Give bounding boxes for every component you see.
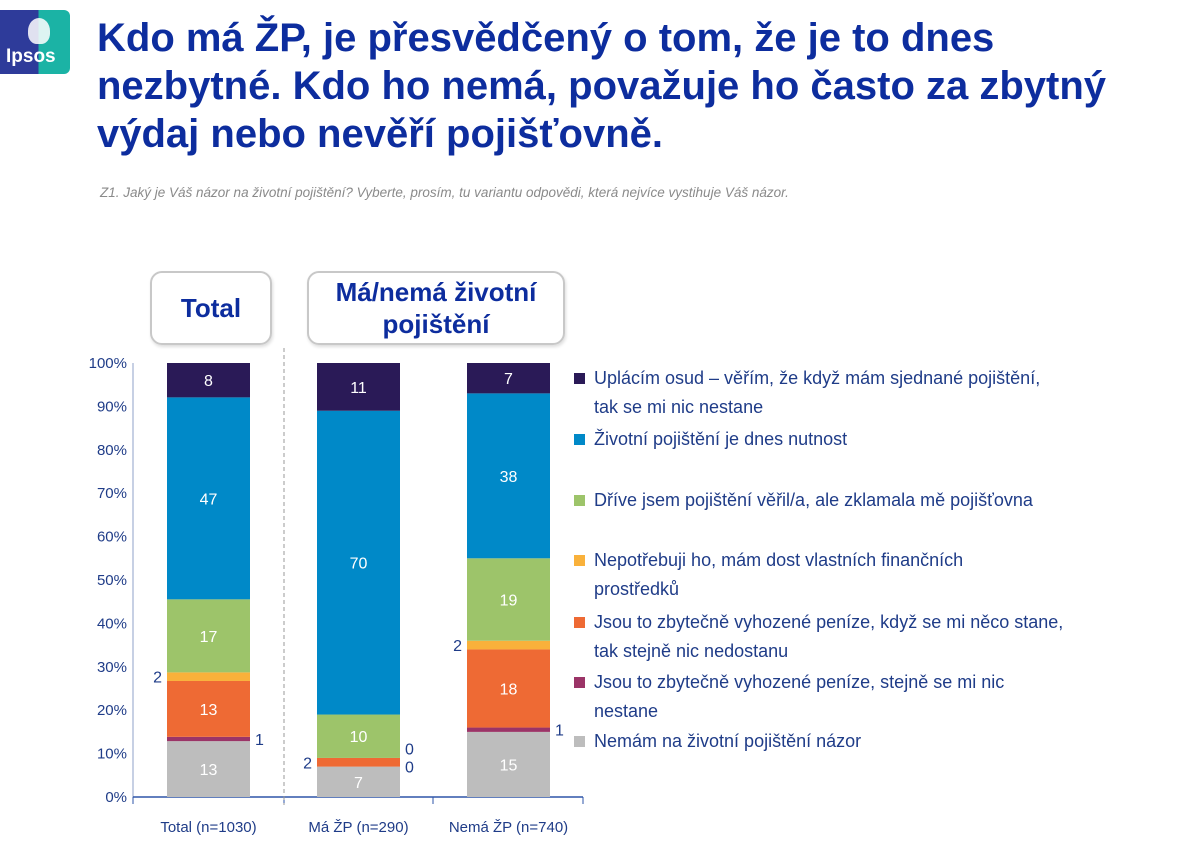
data-label: 7 [354,775,363,792]
data-label: 11 [350,380,367,397]
y-tick-label: 90% [97,398,127,415]
data-label: 70 [350,556,368,573]
data-label: 1 [555,723,564,740]
bar-segment [317,410,400,715]
bar-segment [167,672,250,681]
legend-label: Jsou to zbytečně vyhozené peníze, stejně… [594,672,1004,721]
bar-segment [467,727,550,732]
data-label: 38 [500,469,518,486]
y-tick-label: 50% [97,572,127,589]
data-label: 2 [153,670,162,687]
x-tick-label: Má ŽP (n=290) [308,819,408,836]
data-label: 7 [504,371,513,388]
group-header-total: Total [150,271,272,345]
data-label: 0 [405,742,414,759]
bar-segment [467,558,550,641]
bar-segment [317,757,400,767]
y-tick-label: 10% [97,746,127,763]
ipsos-logo: Ipsos [0,10,70,74]
y-tick-label: 60% [97,529,127,546]
legend-swatch [574,434,585,445]
bar-segment [167,741,250,797]
data-label: 17 [200,629,218,646]
data-label: 47 [200,491,218,508]
legend-label: Nepotřebuji ho, mám dost vlastních finan… [594,550,963,599]
legend-swatch [574,373,585,384]
bar-segment [467,393,550,559]
legend-swatch [574,736,585,747]
y-tick-label: 40% [97,615,127,632]
bar-segment [467,363,550,394]
data-label: 0 [405,760,414,777]
bar-segment [317,714,400,758]
bar-segment [167,680,250,737]
y-tick-label: 70% [97,485,127,502]
y-tick-label: 20% [97,702,127,719]
data-label: 15 [500,757,518,774]
legend-label: Jsou to zbytečně vyhozené peníze, když s… [594,612,1063,661]
question-text: Z1. Jaký je Váš názor na životní pojiště… [100,185,789,200]
data-label: 19 [500,593,518,610]
data-label: 10 [350,729,368,746]
legend-label: Uplácím osud – věřím, že když mám sjedna… [594,368,1040,417]
bar-segment [167,599,250,673]
bar-segment [467,731,550,797]
data-label: 2 [453,638,462,655]
legend-label: Nemám na životní pojištění názor [594,731,861,751]
legend-swatch [574,617,585,628]
legend-label: Dříve jsem pojištění věřil/a, ale zklama… [594,490,1034,510]
data-label: 8 [204,373,213,390]
data-label: 18 [500,682,518,699]
bar-segment [167,397,250,600]
data-label: 1 [255,732,264,749]
bar-segment [167,363,250,398]
data-label: 13 [200,702,218,719]
legend-label: Životní pojištění je dnes nutnost [594,429,847,449]
legend-swatch [574,495,585,506]
y-tick-label: 30% [97,659,127,676]
x-tick-label: Total (n=1030) [160,819,256,836]
page-title: Kdo má ŽP, je přesvědčený o tom, že je t… [97,16,1107,156]
legend-swatch [574,555,585,566]
legend-swatch [574,677,585,688]
data-label: 2 [303,755,312,772]
y-tick-label: 100% [89,355,127,372]
y-tick-label: 0% [105,789,127,806]
y-tick-label: 80% [97,442,127,459]
bar-segment [317,363,400,411]
bar-segment [467,649,550,728]
data-label: 13 [200,762,218,779]
bar-segment [467,640,550,650]
bar-segment [167,736,250,742]
x-tick-label: Nemá ŽP (n=740) [449,819,568,836]
bar-segment [317,766,400,797]
group-header-has-insurance: Má/nemá životní pojištění [307,271,565,345]
